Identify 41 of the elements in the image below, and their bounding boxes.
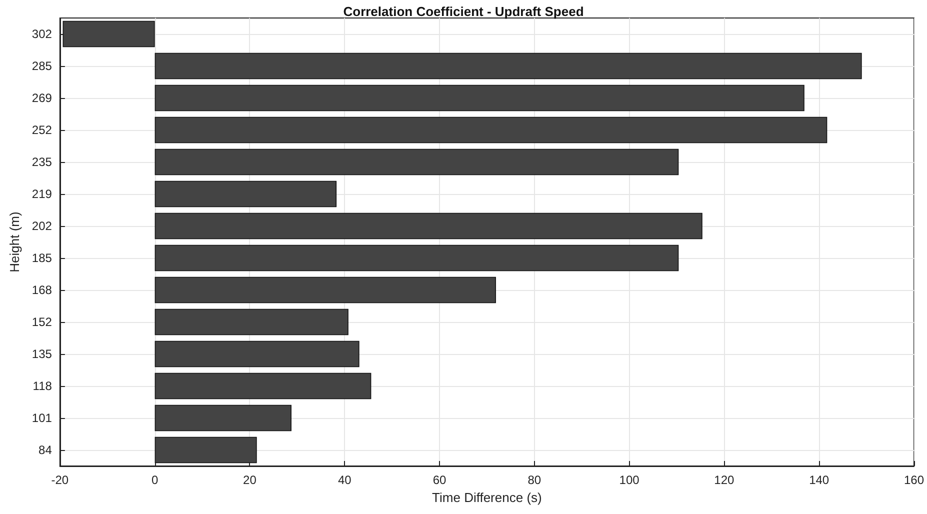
bar [154,52,862,80]
y-tick-label: 285 [32,59,52,73]
bar [154,372,372,400]
y-tick-label: 219 [32,187,52,201]
x-axis-title: Time Difference (s) [432,490,542,505]
bar [154,84,804,112]
bar [154,436,257,464]
bar [154,308,348,336]
x-tick-label: 80 [528,473,542,487]
bar [154,404,292,432]
y-tick-label: 152 [32,315,52,329]
bar [154,116,828,144]
bar [154,180,337,208]
y-tick-label: 101 [32,411,52,425]
y-tick-label: 252 [32,123,52,137]
x-tick-label: 0 [151,473,158,487]
x-tick-label: 120 [714,473,735,487]
y-tick-label: 185 [32,251,52,265]
y-tick-label: 168 [32,283,52,297]
y-tick-label: 118 [32,379,52,393]
y-tick-label: 84 [38,443,52,457]
y-axis-title: Height (m) [7,212,22,272]
bar [154,148,679,176]
x-tick-label: -20 [51,473,69,487]
x-tick-label: 160 [904,473,924,487]
x-tick-label: 60 [432,473,446,487]
x-tick-label: 20 [243,473,257,487]
bar [154,276,496,304]
bar [62,20,155,48]
x-tick-label: 40 [338,473,352,487]
y-tick-label: 269 [32,91,52,105]
bar [154,340,360,368]
y-tick-label: 302 [32,27,52,41]
y-tick-label: 135 [32,347,52,361]
x-tick-label: 140 [809,473,830,487]
chart-title: Correlation Coefficient - Updraft Speed [343,4,584,19]
bar [154,244,679,272]
y-tick-label: 235 [32,155,52,169]
bar [154,212,702,240]
x-tick-label: 100 [619,473,640,487]
y-tick-label: 202 [32,219,52,233]
